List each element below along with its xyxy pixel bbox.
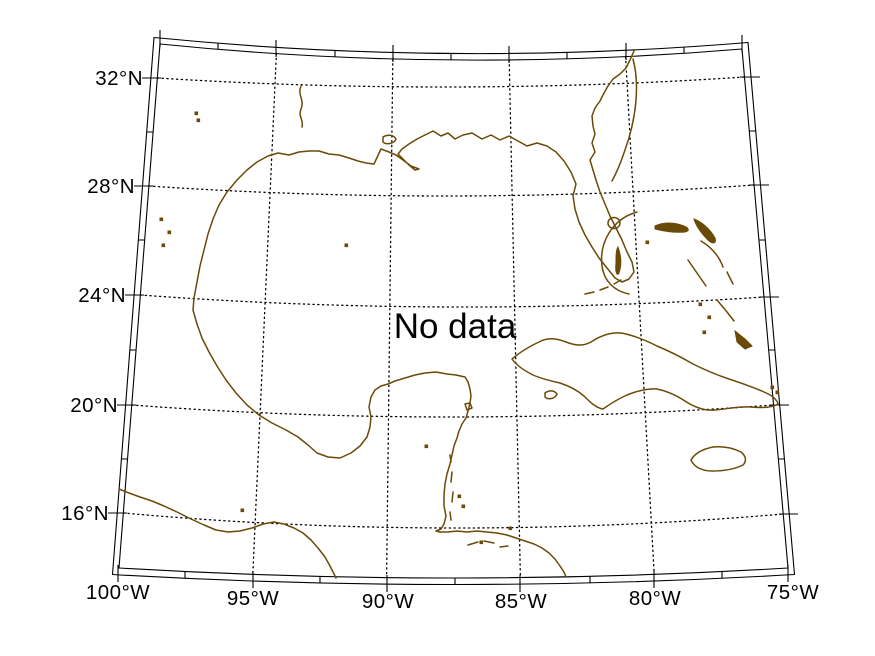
no-data-overlay-text: No data <box>394 307 517 346</box>
lon-label-95w: 95°W <box>227 587 280 610</box>
lat-label-20n: 20°N <box>70 394 118 417</box>
lon-label-75w: 75°W <box>767 581 820 604</box>
frame-outer-line <box>111 36 796 586</box>
lon-label-80w: 80°W <box>629 587 682 610</box>
island-andros <box>615 245 622 275</box>
coast-mainland <box>192 50 635 578</box>
coast-cuba <box>511 332 779 411</box>
coast-isla-juventud <box>544 390 558 400</box>
frame-segment-dividers <box>121 43 785 585</box>
lon-label-100w: 100°W <box>86 581 150 604</box>
longitude-labels: 100°W 95°W 90°W 85°W 80°W 75°W <box>86 581 819 613</box>
island-crooked <box>734 329 753 350</box>
coast-pacific-mexico <box>118 488 337 579</box>
graticule <box>122 52 784 579</box>
map-frame <box>108 30 798 592</box>
lon-label-85w: 85°W <box>495 590 548 613</box>
island-abaco <box>693 218 716 244</box>
latitude-labels: 32°N 28°N 24°N 20°N 16°N <box>61 67 143 525</box>
lat-label-16n: 16°N <box>61 502 109 525</box>
coast-bahamas-banks <box>600 211 735 322</box>
coast-jamaica <box>690 446 747 472</box>
coast-lakes-rivers <box>299 85 397 145</box>
lon-label-90w: 90°W <box>362 590 415 613</box>
coast-florida-offshore <box>611 58 638 182</box>
islet-dots <box>159 111 780 545</box>
coastline-filled-islands <box>159 111 780 545</box>
coastline-layer <box>118 50 780 579</box>
lat-label-32n: 32°N <box>95 67 143 90</box>
longitude-gridlines <box>252 52 655 579</box>
frame-tick-marks <box>108 30 798 592</box>
coast-island-fragments <box>449 279 622 548</box>
lat-label-24n: 24°N <box>78 284 126 307</box>
island-grand-bahama <box>654 222 689 233</box>
lake-okeechobee <box>607 216 621 230</box>
lat-label-28n: 28°N <box>87 175 135 198</box>
latitude-gridlines <box>122 76 784 529</box>
coast-cozumel <box>464 402 473 411</box>
